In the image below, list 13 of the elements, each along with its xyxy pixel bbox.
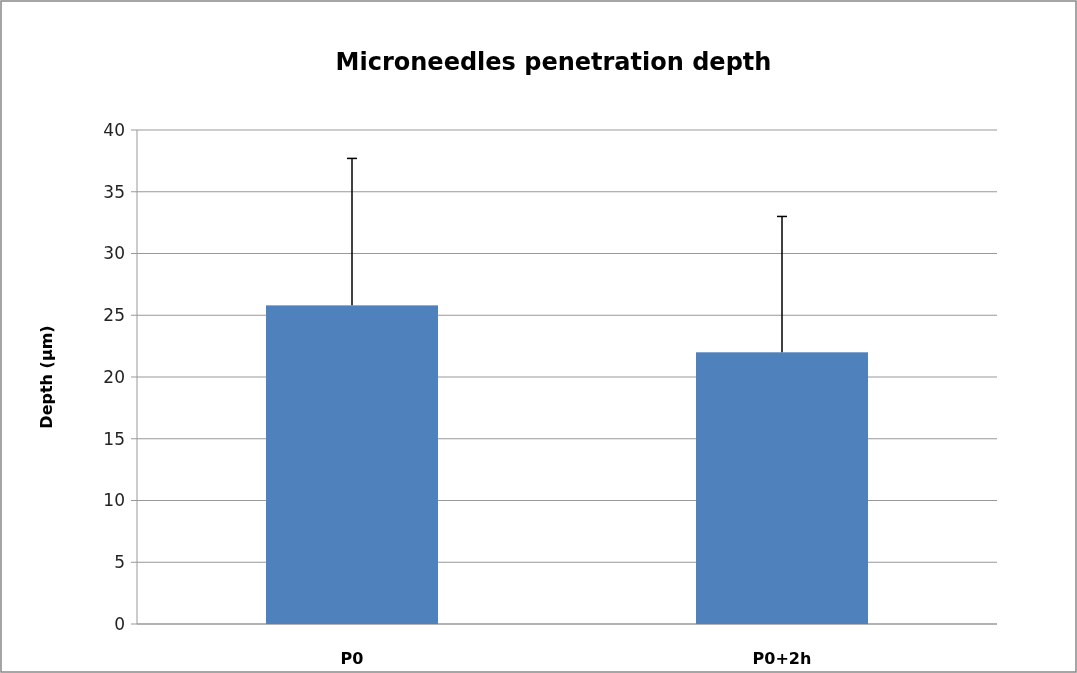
y-tick-label: 35 <box>103 181 125 202</box>
x-tick-label: P0 <box>340 649 364 668</box>
y-axis-title: Depth (µm) <box>37 325 56 429</box>
y-tick-label: 40 <box>103 119 125 140</box>
chart-title: Microneedles penetration depth <box>335 48 772 76</box>
y-tick-label: 5 <box>114 552 125 573</box>
y-tick-label: 25 <box>103 305 125 326</box>
y-tick-label: 15 <box>103 428 125 449</box>
y-tick-label: 10 <box>103 490 125 511</box>
y-tick-label: 30 <box>103 243 125 264</box>
y-tick-label: 20 <box>103 366 125 387</box>
x-tick-label: P0+2h <box>752 649 812 668</box>
y-tick-label: 0 <box>114 613 125 634</box>
